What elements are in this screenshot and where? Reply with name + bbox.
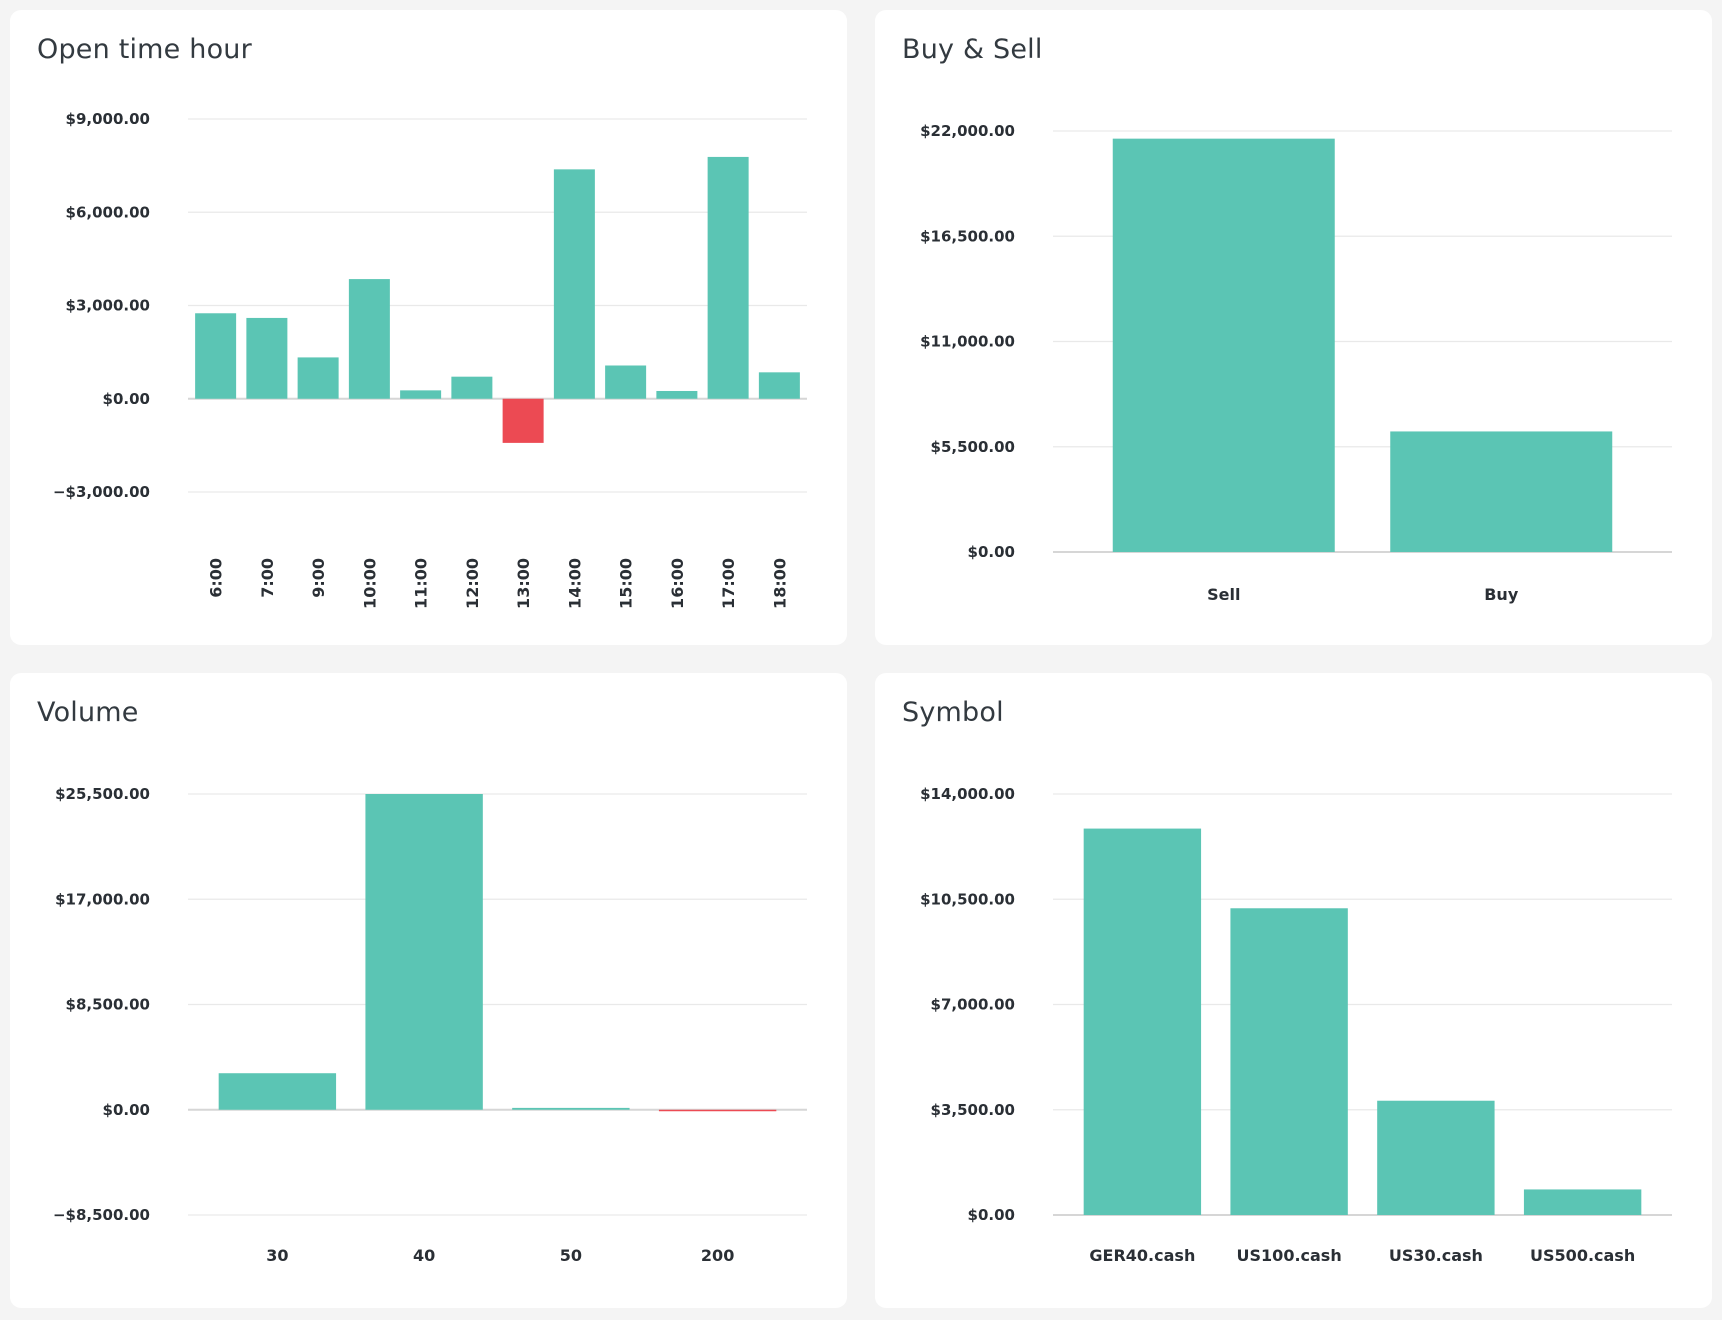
bar[interactable] <box>605 365 647 399</box>
bar[interactable] <box>1390 431 1613 552</box>
y-tick-label: $17,000.00 <box>55 890 150 908</box>
buy-sell-card: Buy & Sell $0.00 $5,500.00 $11,000.00 $16,5… <box>875 10 1712 645</box>
bar[interactable] <box>400 390 442 399</box>
card-title: Volume <box>37 697 139 728</box>
category-label: 17:00 <box>719 558 738 609</box>
symbol-card: Symbol $0.00 $3,500.00 $7,000.00 $10,500.00… <box>875 673 1712 1308</box>
y-tick-label: $0.00 <box>968 543 1015 561</box>
y-tick-label: $9,000.00 <box>66 110 150 128</box>
category-label: GER40.cash <box>1089 1246 1195 1265</box>
bar[interactable] <box>658 1109 777 1112</box>
card-title: Open time hour <box>37 34 252 65</box>
bar[interactable] <box>1377 1100 1495 1215</box>
category-label: 12:00 <box>463 558 482 609</box>
y-tick-label: $0.00 <box>103 390 150 408</box>
y-tick-label: $0.00 <box>103 1101 150 1119</box>
bar[interactable] <box>1083 828 1202 1215</box>
volume-card: Volume −$8,500.00 $0.00 $8,500.00 $17,000.0… <box>10 673 847 1308</box>
bar[interactable] <box>297 357 339 399</box>
bar[interactable] <box>451 376 493 399</box>
category-label: 40 <box>413 1246 435 1265</box>
category-label: 9:00 <box>309 558 328 598</box>
y-tick-label: $25,500.00 <box>55 785 150 803</box>
category-label: 30 <box>266 1246 288 1265</box>
category-label: 14:00 <box>565 558 584 609</box>
category-label: US100.cash <box>1237 1246 1342 1265</box>
y-tick-label: −$3,000.00 <box>53 483 150 501</box>
y-tick-label: $3,500.00 <box>931 1101 1015 1119</box>
y-tick-label: $10,500.00 <box>920 890 1015 908</box>
category-label: 13:00 <box>514 558 533 609</box>
bar[interactable] <box>512 1107 630 1110</box>
bar[interactable] <box>1523 1189 1642 1215</box>
y-tick-label: $5,500.00 <box>931 438 1015 456</box>
y-tick-label: $22,000.00 <box>920 122 1015 140</box>
category-label: 10:00 <box>360 558 379 609</box>
bar[interactable] <box>365 794 483 1110</box>
y-tick-label: $0.00 <box>968 1206 1015 1224</box>
category-label: US30.cash <box>1389 1246 1483 1265</box>
y-tick-label: $8,500.00 <box>66 996 150 1014</box>
category-label: 6:00 <box>207 558 226 598</box>
bar[interactable] <box>246 317 288 399</box>
category-label: 18:00 <box>770 558 789 609</box>
bar[interactable] <box>758 372 800 399</box>
category-label: 200 <box>701 1246 734 1265</box>
y-tick-label: −$8,500.00 <box>53 1206 150 1224</box>
open-time-hour-card: Open time hour −$3,000.00 $0.00 $3,000.00 $… <box>10 10 847 645</box>
category-label: 7:00 <box>258 558 277 598</box>
y-tick-label: $14,000.00 <box>920 785 1015 803</box>
y-tick-label: $11,000.00 <box>920 333 1015 351</box>
category-label: 16:00 <box>668 558 687 609</box>
bar[interactable] <box>1112 138 1335 552</box>
bar[interactable] <box>707 156 749 399</box>
bar[interactable] <box>218 1073 337 1110</box>
open-time-hour-chart: −$3,000.00 $0.00 $3,000.00 $6,000.00 $9,000.… <box>53 110 807 609</box>
y-tick-label: $3,000.00 <box>66 297 150 315</box>
y-tick-label: $16,500.00 <box>920 227 1015 245</box>
category-label: 50 <box>560 1246 582 1265</box>
bar[interactable] <box>553 169 595 399</box>
y-tick-label: $6,000.00 <box>66 203 150 221</box>
category-label: 11:00 <box>412 558 431 609</box>
bar[interactable] <box>502 398 544 443</box>
category-label: Sell <box>1207 585 1240 604</box>
bar[interactable] <box>656 390 698 399</box>
category-label: US500.cash <box>1530 1246 1635 1265</box>
bar[interactable] <box>348 279 390 399</box>
category-label: 15:00 <box>617 558 636 609</box>
card-title: Symbol <box>902 697 1004 728</box>
buy-sell-chart: $0.00 $5,500.00 $11,000.00 $16,500.00 $22,00… <box>920 122 1672 604</box>
symbol-chart: $0.00 $3,500.00 $7,000.00 $10,500.00 $14,000… <box>920 785 1672 1265</box>
category-label: Buy <box>1484 585 1519 604</box>
bar[interactable] <box>195 313 237 399</box>
bar[interactable] <box>1230 908 1348 1215</box>
y-tick-label: $7,000.00 <box>931 996 1015 1014</box>
card-title: Buy & Sell <box>902 34 1043 65</box>
volume-chart: −$8,500.00 $0.00 $8,500.00 $17,000.00 $25,50… <box>53 785 807 1265</box>
